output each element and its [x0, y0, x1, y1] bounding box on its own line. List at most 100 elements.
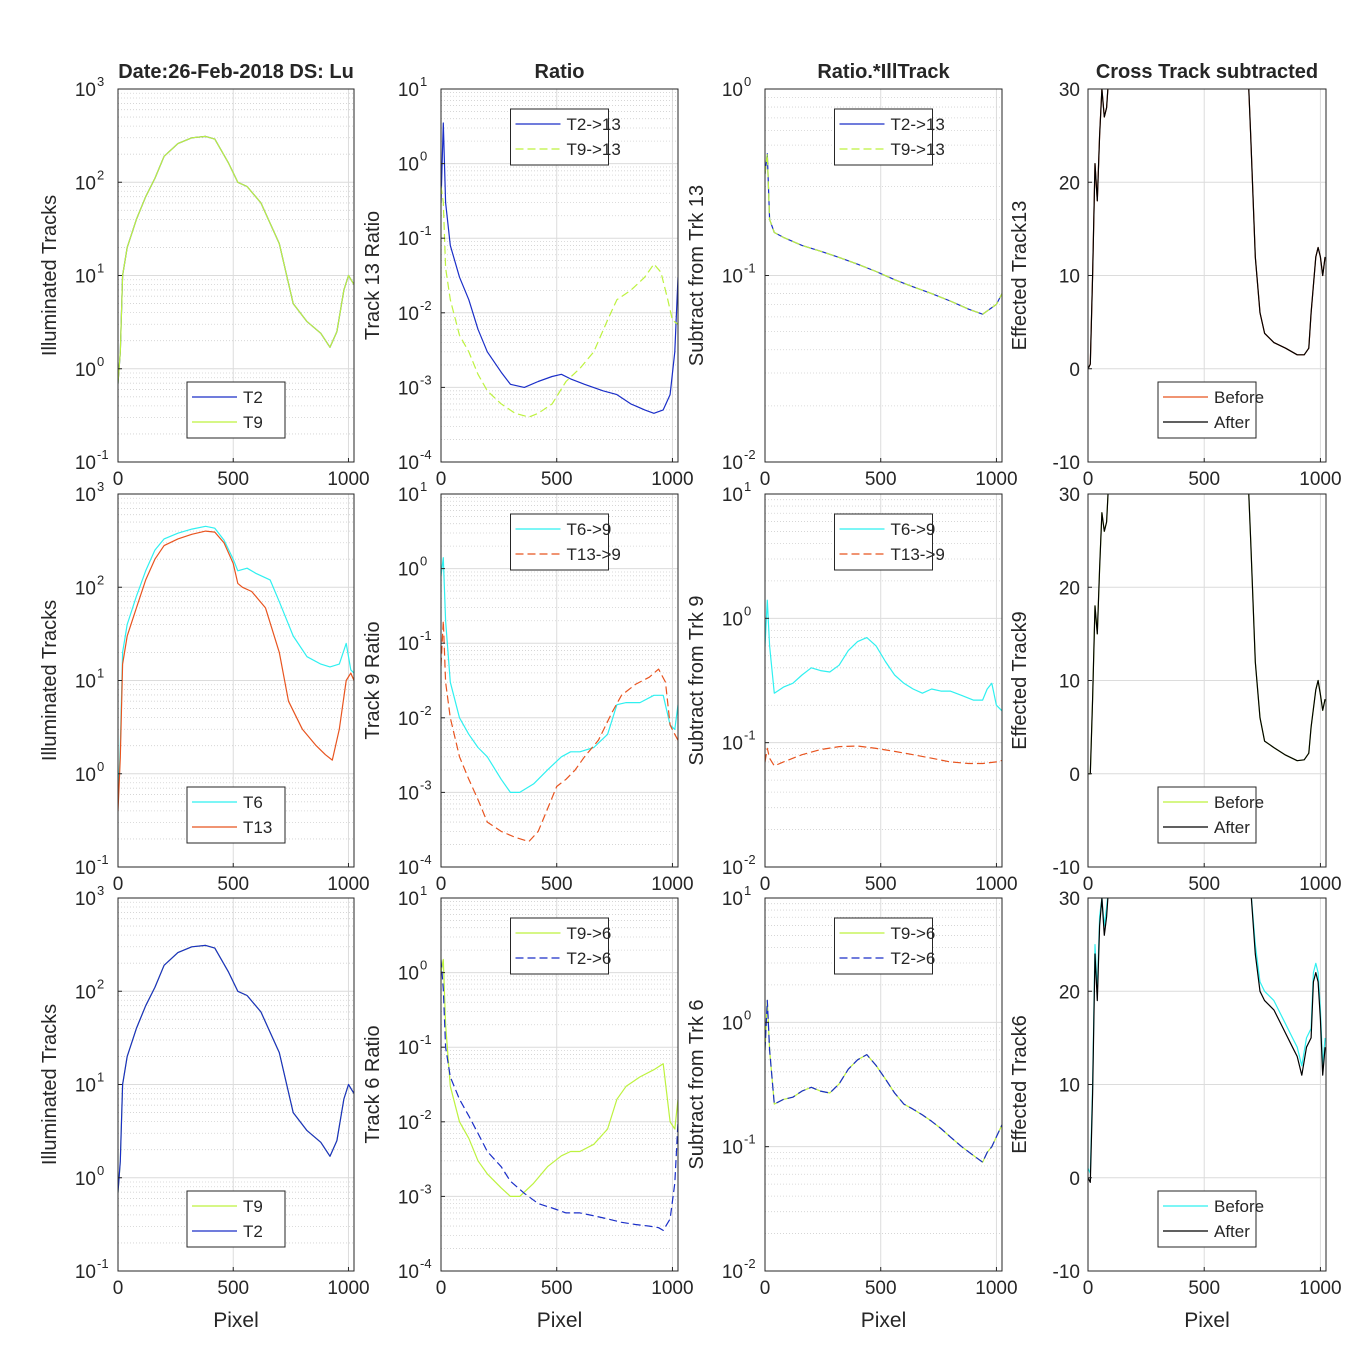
- y-tick-label: 10 -1: [398, 628, 432, 655]
- y-tick-base: 10: [75, 1262, 96, 1283]
- y-tick-base: 10: [75, 765, 96, 786]
- y-tick-label: 10 -1: [398, 223, 432, 250]
- y-tick-exponent: 0: [420, 958, 427, 973]
- y-tick-base: 10: [398, 964, 419, 985]
- series-group: [441, 557, 678, 843]
- legend: Before After: [1157, 1190, 1264, 1248]
- column-title-0: Date:26-Feb-2018 DS: Lu: [118, 61, 354, 83]
- y-tick-base: 10: [398, 858, 419, 879]
- y-tick-label: 10 0: [722, 74, 751, 101]
- x-axis-label: Pixel: [1184, 1309, 1230, 1332]
- y-tick-label: 10 2: [75, 572, 104, 599]
- legend-label: T2->6: [891, 949, 936, 968]
- y-tick-exponent: -1: [420, 1032, 432, 1047]
- legend-box: [510, 917, 609, 975]
- x-tick-label: 1000: [975, 469, 1017, 490]
- legend-label: Before: [1214, 1197, 1264, 1216]
- y-tick-label: 10 -1: [75, 447, 109, 474]
- y-tick-label: 10 0: [75, 759, 104, 786]
- y-tick-base: 10: [75, 889, 96, 910]
- y-tick-label: 10 -1: [722, 728, 756, 755]
- y-tick-label: 10 -2: [398, 298, 432, 325]
- legend-box: [510, 513, 609, 571]
- y-tick-label: 10 0: [398, 958, 427, 985]
- y-tick-base: 10: [722, 267, 743, 288]
- y-tick-label: 10 1: [398, 883, 427, 910]
- x-axis-label: Pixel: [537, 1309, 583, 1332]
- y-tick-base: 10: [398, 80, 419, 101]
- y-tick-label: 0: [1069, 360, 1080, 381]
- x-tick-label: 0: [436, 469, 447, 490]
- x-tick-label: 0: [113, 874, 124, 895]
- y-tick-base: 10: [398, 560, 419, 581]
- y-tick-label: 20: [1059, 578, 1080, 599]
- x-tick-label: 500: [217, 874, 249, 895]
- series-group: [1088, 89, 1326, 370]
- y-tick-exponent: -4: [420, 852, 432, 867]
- y-tick-label: 10 1: [398, 479, 427, 506]
- y-tick-exponent: 3: [97, 74, 104, 89]
- y-tick-exponent: -1: [97, 852, 109, 867]
- y-tick-base: 10: [398, 485, 419, 506]
- legend: Before After: [1157, 786, 1264, 844]
- y-tick-exponent: -1: [97, 447, 109, 462]
- series-group: [765, 999, 1002, 1163]
- x-tick-label: 1000: [327, 1278, 369, 1299]
- y-tick-base: 10: [398, 783, 419, 804]
- legend-box: [186, 786, 286, 844]
- y-tick-exponent: 0: [97, 1163, 104, 1178]
- y-tick-label: 10 0: [75, 1163, 104, 1190]
- y-tick-label: 10 0: [75, 354, 104, 381]
- y-tick-label: 10 -1: [75, 852, 109, 879]
- grid: [764, 493, 1002, 868]
- legend-box: [186, 1190, 286, 1248]
- legend-label: T6->9: [891, 520, 936, 539]
- y-tick-exponent: 0: [97, 759, 104, 774]
- y-tick-base: 10: [398, 1187, 419, 1208]
- y-tick-exponent: -1: [744, 728, 756, 743]
- y-tick-label: 10 -1: [722, 1132, 756, 1159]
- series-group: [118, 525, 354, 811]
- y-tick-base: 10: [722, 734, 743, 755]
- x-tick-label: 1000: [651, 874, 693, 895]
- x-tick-label: 0: [113, 1278, 124, 1299]
- y-tick-exponent: 0: [97, 354, 104, 369]
- y-tick-base: 10: [398, 229, 419, 250]
- x-tick-label: 500: [217, 1278, 249, 1299]
- y-tick-exponent: -2: [744, 447, 756, 462]
- x-tick-label: 500: [541, 469, 573, 490]
- y-tick-exponent: -2: [744, 852, 756, 867]
- legend-label: Before: [1214, 388, 1264, 407]
- y-axis-label: Effected Track9: [1009, 611, 1031, 750]
- x-axis-label: Pixel: [861, 1309, 907, 1332]
- y-tick-label: 10 1: [398, 74, 427, 101]
- x-tick-label: 1000: [651, 1278, 693, 1299]
- y-tick-label: 10 0: [722, 603, 751, 630]
- y-axis-label: Effected Track13: [1009, 201, 1031, 351]
- y-tick-base: 10: [75, 173, 96, 194]
- y-tick-label: 10 -1: [722, 261, 756, 288]
- y-tick-exponent: 0: [744, 603, 751, 618]
- x-axis-label: Pixel: [213, 1309, 259, 1332]
- x-tick-label: 500: [217, 469, 249, 490]
- y-tick-exponent: -2: [744, 1256, 756, 1271]
- y-tick-exponent: -3: [420, 372, 432, 387]
- series-line-after: [1088, 898, 1326, 1184]
- y-tick-base: 10: [398, 378, 419, 399]
- y-tick-base: 10: [75, 1169, 96, 1190]
- y-tick-label: 10 -4: [398, 447, 432, 474]
- series-line-t2-6: [441, 959, 678, 1232]
- legend-label: T9: [243, 413, 263, 432]
- y-tick-label: 10 -2: [722, 447, 756, 474]
- series-line-t13: [118, 530, 354, 811]
- series-group: [765, 153, 1002, 315]
- y-tick-base: 10: [398, 1038, 419, 1059]
- x-tick-label: 1000: [651, 469, 693, 490]
- y-tick-label: 10 2: [75, 167, 104, 194]
- y-tick-exponent: 2: [97, 572, 104, 587]
- y-tick-exponent: 0: [420, 554, 427, 569]
